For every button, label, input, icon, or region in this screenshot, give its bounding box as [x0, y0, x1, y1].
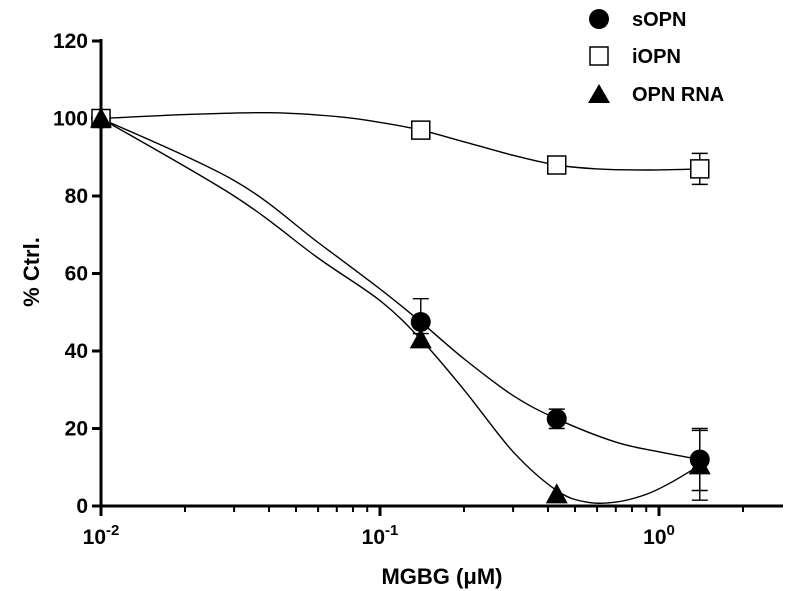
- legend-marker-iopn: [589, 46, 609, 66]
- y-ticks: 0 20 40 60 80 100 120: [53, 30, 101, 518]
- x-tick-label-1: 10-1: [362, 522, 399, 549]
- legend-marker-sopn: [589, 9, 609, 29]
- x-tick-label-2: 100: [643, 522, 675, 549]
- legend-marker-opn-rna: [588, 84, 610, 103]
- point-iopn-2: [546, 155, 567, 175]
- y-tick-label-100: 100: [53, 108, 88, 131]
- data-markers: [90, 107, 711, 504]
- point-sopn-2: [546, 408, 567, 429]
- point-opn-rna-0: [90, 107, 112, 128]
- x-ticks: 10-2 10-1 100: [83, 506, 744, 549]
- fit-curve-iopn: [100, 111, 700, 171]
- x-tick-label-0: 10-2: [83, 522, 120, 549]
- y-tick-label-0: 0: [76, 495, 88, 518]
- fit-curves: [100, 111, 701, 505]
- y-tick-label-60: 60: [65, 263, 88, 286]
- axes: [99, 39, 783, 508]
- legend: sOPN iOPN OPN RNA: [588, 9, 724, 106]
- point-opn-rna-3: [688, 454, 711, 475]
- y-tick-label-40: 40: [65, 340, 88, 363]
- fit-curve-sopn: [100, 117, 700, 461]
- point-opn-rna-2: [545, 483, 568, 504]
- point-opn-rna-1: [409, 328, 432, 349]
- y-tick-label-20: 20: [65, 418, 88, 441]
- y-tick-label-80: 80: [65, 185, 88, 208]
- fit-curve-opn-rna: [100, 117, 701, 505]
- legend-label-iopn: iOPN: [632, 46, 681, 68]
- point-sopn-1: [410, 311, 431, 332]
- error-bars: [412, 121, 708, 501]
- y-axis-title: % Ctrl.: [19, 237, 44, 307]
- legend-label-opn-rna: OPN RNA: [632, 84, 724, 106]
- x-axis-title: MGBG (μM): [381, 564, 502, 589]
- legend-label-sopn: sOPN: [632, 9, 686, 31]
- point-iopn-1: [411, 120, 431, 140]
- y-tick-label-120: 120: [53, 30, 88, 53]
- point-iopn-3: [690, 159, 710, 179]
